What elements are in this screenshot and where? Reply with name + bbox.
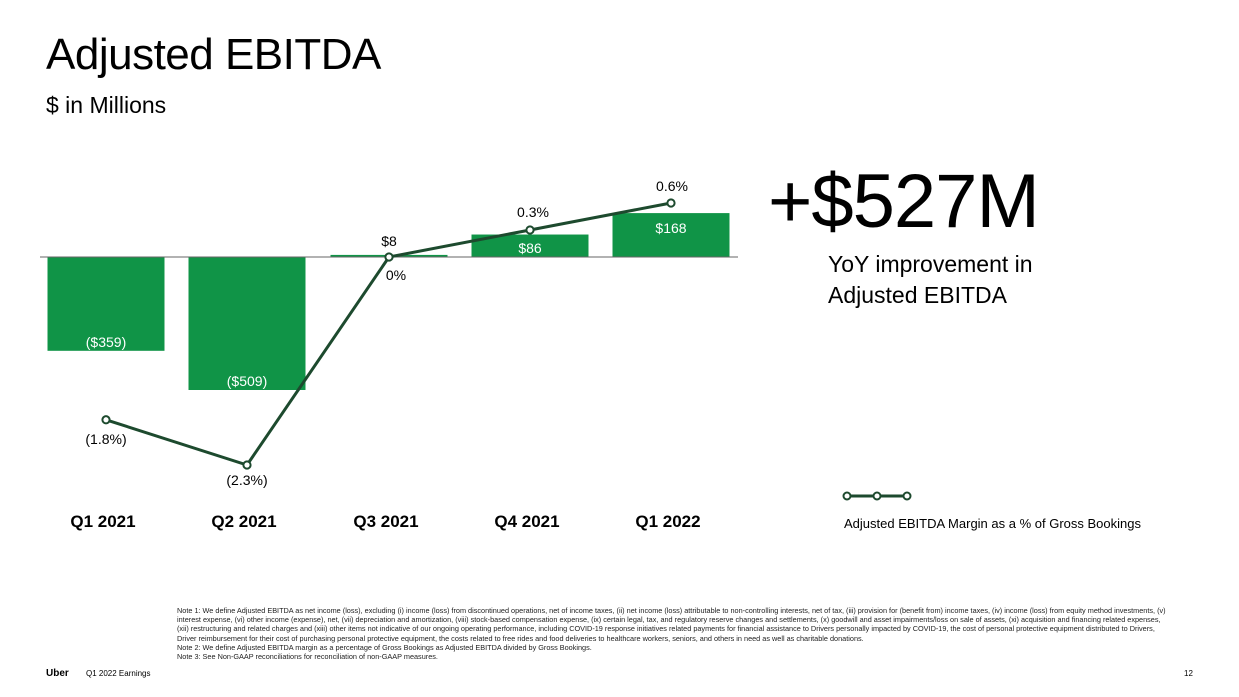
- margin-point-5: [666, 198, 676, 208]
- footnote-3: Note 3: See Non-GAAP reconciliations for…: [177, 652, 438, 662]
- ebitda-chart: ($359) ($509) $8 $86 $168 (1.8%) (2.3%) 0% 0.3% 0…: [40, 178, 738, 531]
- footer-label: Q1 2022 Earnings: [86, 669, 151, 678]
- x-axis-tick-label: Q1 2021: [70, 512, 135, 531]
- bar-5: [612, 213, 730, 257]
- yoy-improvement-caption: YoY improvement in Adjusted EBITDA: [828, 249, 1128, 311]
- legend-line-marker-icon: [842, 491, 912, 501]
- chart-legend: Adjusted EBITDA Margin as a % of Gross B…: [842, 489, 1172, 535]
- caption-line-1: YoY improvement in: [828, 251, 1033, 277]
- legend-label: Adjusted EBITDA Margin as a % of Gross B…: [844, 516, 1141, 531]
- x-axis-tick-label: Q3 2021: [353, 512, 418, 531]
- footnote-1: Note 1: We define Adjusted EBITDA as net…: [177, 606, 1166, 643]
- footnotes: Note 1: We define Adjusted EBITDA as net…: [177, 606, 1167, 661]
- brand-logo: Uber: [46, 668, 69, 679]
- margin-value-label: 0.6%: [656, 178, 688, 194]
- caption-line-2: Adjusted EBITDA: [828, 282, 1007, 308]
- bar-value-label: $86: [518, 240, 542, 256]
- margin-point-2: [242, 460, 252, 470]
- margin-point-4: [525, 225, 535, 235]
- yoy-improvement-value: +$527M: [768, 159, 1040, 244]
- x-axis-tick-label: Q4 2021: [494, 512, 559, 531]
- x-axis-tick-label: Q2 2021: [211, 512, 276, 531]
- page-number: 12: [1184, 669, 1193, 678]
- footnote-2: Note 2: We define Adjusted EBITDA margin…: [177, 642, 592, 652]
- x-axis-tick-label: Q1 2022: [635, 512, 700, 531]
- margin-point-3: [384, 252, 394, 262]
- margin-value-label: (2.3%): [226, 472, 267, 488]
- page-title: Adjusted EBITDA: [46, 30, 381, 79]
- bar-value-label: $8: [381, 233, 397, 249]
- margin-value-label: (1.8%): [85, 431, 126, 447]
- bar-value-label: $168: [655, 220, 686, 236]
- page-subtitle: $ in Millions: [46, 92, 167, 118]
- bar-1: [47, 257, 165, 351]
- bar-4: [471, 234, 589, 257]
- bar-2: [188, 257, 306, 390]
- margin-point-1: [101, 415, 111, 425]
- bar-value-label: ($509): [227, 373, 267, 389]
- margin-value-label: 0.3%: [517, 204, 549, 220]
- bar-value-label: ($359): [86, 334, 126, 350]
- margin-value-label: 0%: [386, 267, 406, 283]
